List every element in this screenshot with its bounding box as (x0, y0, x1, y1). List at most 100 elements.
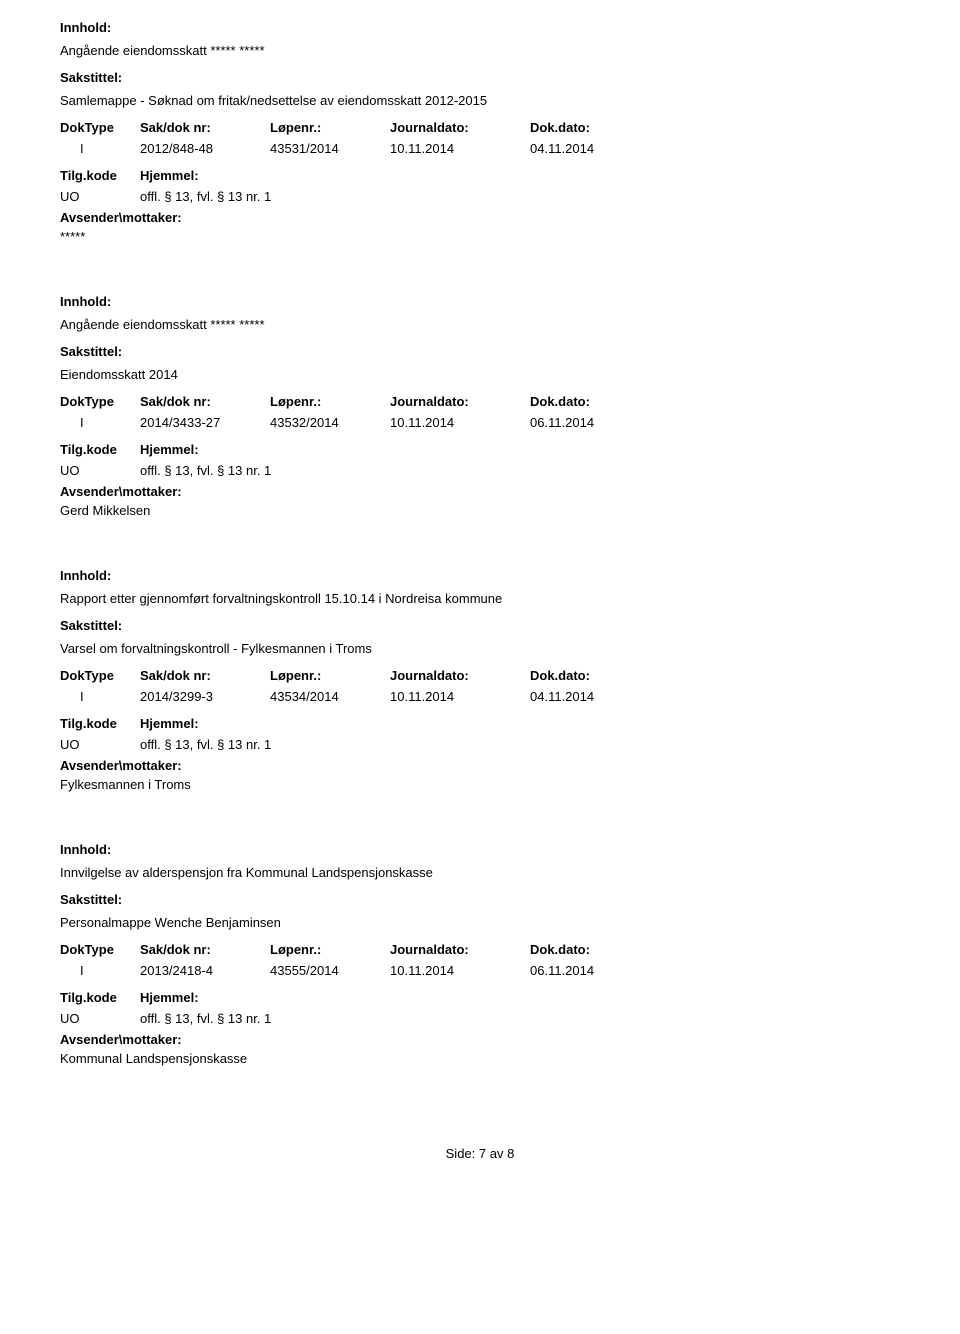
lopenr-value: 43555/2014 (270, 963, 390, 978)
tilgkode-value: UO (60, 189, 140, 204)
avsender-value: Fylkesmannen i Troms (60, 777, 900, 792)
avsender-label: Avsender\mottaker: (60, 758, 900, 773)
hjemmel-value: offl. § 13, fvl. § 13 nr. 1 (140, 463, 271, 478)
columns-row: I 2014/3433-27 43532/2014 10.11.2014 06.… (60, 415, 900, 430)
journaldato-header: Journaldato: (390, 120, 530, 135)
lopenr-header: Løpenr.: (270, 942, 390, 957)
dokdato-value: 04.11.2014 (530, 141, 670, 156)
document-container: Innhold: Angående eiendomsskatt ***** **… (60, 20, 900, 1066)
hjemmel-header-row: Tilg.kode Hjemmel: (60, 716, 900, 731)
doktype-value: I (60, 963, 140, 978)
record: Innhold: Innvilgelse av alderspensjon fr… (60, 842, 900, 1066)
tilgkode-header: Tilg.kode (60, 168, 140, 183)
tilgkode-value: UO (60, 1011, 140, 1026)
innhold-label: Innhold: (60, 294, 900, 309)
lopenr-value: 43532/2014 (270, 415, 390, 430)
dokdato-header: Dok.dato: (530, 394, 670, 409)
sakdoknr-header: Sak/dok nr: (140, 942, 270, 957)
innhold-value: Angående eiendomsskatt ***** ***** (60, 317, 900, 332)
sakdoknr-value: 2014/3433-27 (140, 415, 270, 430)
hjemmel-header-row: Tilg.kode Hjemmel: (60, 990, 900, 1005)
innhold-value: Angående eiendomsskatt ***** ***** (60, 43, 900, 58)
tilgkode-value: UO (60, 737, 140, 752)
dokdato-header: Dok.dato: (530, 942, 670, 957)
columns-row: I 2012/848-48 43531/2014 10.11.2014 04.1… (60, 141, 900, 156)
hjemmel-value: offl. § 13, fvl. § 13 nr. 1 (140, 189, 271, 204)
doktype-header: DokType (60, 120, 140, 135)
columns-row: I 2013/2418-4 43555/2014 10.11.2014 06.1… (60, 963, 900, 978)
tilgkode-header: Tilg.kode (60, 442, 140, 457)
doktype-value: I (60, 415, 140, 430)
journaldato-value: 10.11.2014 (390, 141, 530, 156)
avsender-value: Kommunal Landspensjonskasse (60, 1051, 900, 1066)
hjemmel-value-row: UO offl. § 13, fvl. § 13 nr. 1 (60, 737, 900, 752)
doktype-header: DokType (60, 942, 140, 957)
sakstittel-label: Sakstittel: (60, 70, 900, 85)
record: Innhold: Angående eiendomsskatt ***** **… (60, 294, 900, 518)
journaldato-header: Journaldato: (390, 394, 530, 409)
avsender-label: Avsender\mottaker: (60, 210, 900, 225)
tilgkode-header: Tilg.kode (60, 990, 140, 1005)
columns-row: I 2014/3299-3 43534/2014 10.11.2014 04.1… (60, 689, 900, 704)
dokdato-value: 04.11.2014 (530, 689, 670, 704)
dokdato-value: 06.11.2014 (530, 415, 670, 430)
sakstittel-label: Sakstittel: (60, 344, 900, 359)
doktype-header: DokType (60, 668, 140, 683)
lopenr-header: Løpenr.: (270, 394, 390, 409)
hjemmel-header: Hjemmel: (140, 168, 199, 183)
avsender-label: Avsender\mottaker: (60, 1032, 900, 1047)
hjemmel-header: Hjemmel: (140, 990, 199, 1005)
sakdoknr-value: 2012/848-48 (140, 141, 270, 156)
columns-header: DokType Sak/dok nr: Løpenr.: Journaldato… (60, 120, 900, 135)
hjemmel-header-row: Tilg.kode Hjemmel: (60, 442, 900, 457)
dokdato-value: 06.11.2014 (530, 963, 670, 978)
sakdoknr-value: 2013/2418-4 (140, 963, 270, 978)
sakstittel-value: Eiendomsskatt 2014 (60, 367, 900, 382)
sakstittel-label: Sakstittel: (60, 618, 900, 633)
avsender-label: Avsender\mottaker: (60, 484, 900, 499)
sakdoknr-header: Sak/dok nr: (140, 668, 270, 683)
sakdoknr-value: 2014/3299-3 (140, 689, 270, 704)
journaldato-value: 10.11.2014 (390, 963, 530, 978)
sakstittel-value: Personalmappe Wenche Benjaminsen (60, 915, 900, 930)
lopenr-header: Løpenr.: (270, 120, 390, 135)
doktype-value: I (60, 141, 140, 156)
journaldato-header: Journaldato: (390, 668, 530, 683)
doktype-value: I (60, 689, 140, 704)
dokdato-header: Dok.dato: (530, 120, 670, 135)
hjemmel-value-row: UO offl. § 13, fvl. § 13 nr. 1 (60, 463, 900, 478)
avsender-value: ***** (60, 229, 900, 244)
journaldato-value: 10.11.2014 (390, 689, 530, 704)
avsender-value: Gerd Mikkelsen (60, 503, 900, 518)
columns-header: DokType Sak/dok nr: Løpenr.: Journaldato… (60, 394, 900, 409)
journaldato-header: Journaldato: (390, 942, 530, 957)
sakstittel-value: Varsel om forvaltningskontroll - Fylkesm… (60, 641, 900, 656)
hjemmel-value-row: UO offl. § 13, fvl. § 13 nr. 1 (60, 1011, 900, 1026)
columns-header: DokType Sak/dok nr: Løpenr.: Journaldato… (60, 668, 900, 683)
innhold-label: Innhold: (60, 842, 900, 857)
sakdoknr-header: Sak/dok nr: (140, 120, 270, 135)
innhold-label: Innhold: (60, 20, 900, 35)
footer-page: 7 (479, 1146, 486, 1161)
hjemmel-value: offl. § 13, fvl. § 13 nr. 1 (140, 737, 271, 752)
lopenr-value: 43531/2014 (270, 141, 390, 156)
record: Innhold: Angående eiendomsskatt ***** **… (60, 20, 900, 244)
footer-total: 8 (507, 1146, 514, 1161)
hjemmel-header-row: Tilg.kode Hjemmel: (60, 168, 900, 183)
footer-prefix: Side: (446, 1146, 476, 1161)
footer-of: av (490, 1146, 504, 1161)
innhold-label: Innhold: (60, 568, 900, 583)
lopenr-header: Løpenr.: (270, 668, 390, 683)
record: Innhold: Rapport etter gjennomført forva… (60, 568, 900, 792)
hjemmel-header: Hjemmel: (140, 716, 199, 731)
hjemmel-value: offl. § 13, fvl. § 13 nr. 1 (140, 1011, 271, 1026)
hjemmel-value-row: UO offl. § 13, fvl. § 13 nr. 1 (60, 189, 900, 204)
tilgkode-header: Tilg.kode (60, 716, 140, 731)
sakdoknr-header: Sak/dok nr: (140, 394, 270, 409)
tilgkode-value: UO (60, 463, 140, 478)
journaldato-value: 10.11.2014 (390, 415, 530, 430)
sakstittel-label: Sakstittel: (60, 892, 900, 907)
sakstittel-value: Samlemappe - Søknad om fritak/nedsettels… (60, 93, 900, 108)
page-footer: Side: 7 av 8 (60, 1146, 900, 1161)
lopenr-value: 43534/2014 (270, 689, 390, 704)
